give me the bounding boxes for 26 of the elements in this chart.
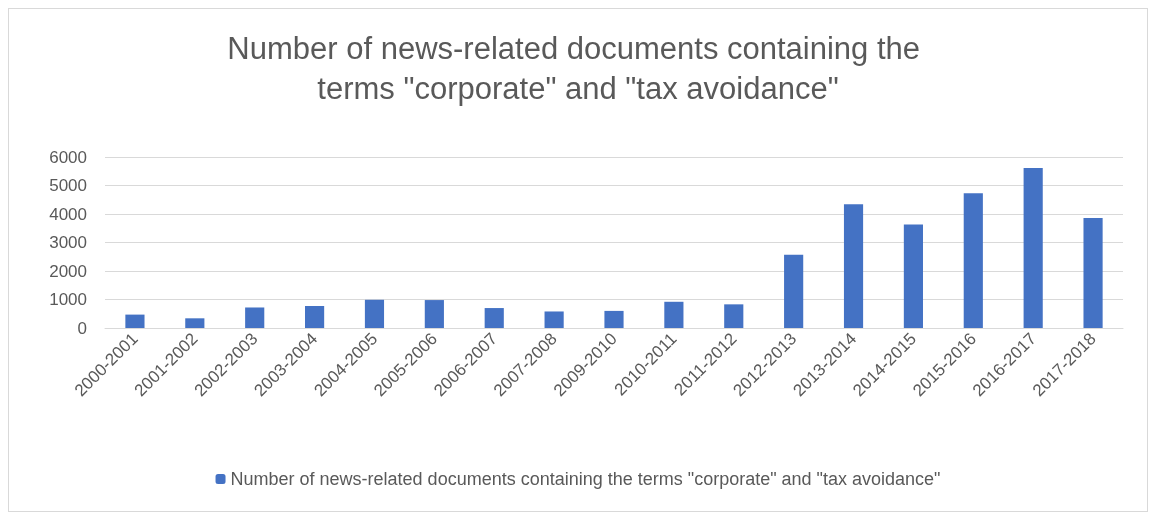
y-tick-label: 3000 xyxy=(49,233,87,252)
bar xyxy=(903,224,923,328)
bar xyxy=(664,301,684,328)
bar xyxy=(963,193,983,328)
bar xyxy=(1083,217,1103,328)
bar xyxy=(424,300,444,328)
bar xyxy=(784,254,804,328)
bar xyxy=(245,307,265,328)
bar xyxy=(125,314,145,328)
bar xyxy=(364,299,385,328)
y-tick-label: 2000 xyxy=(49,261,87,281)
y-tick-label: 4000 xyxy=(49,204,87,224)
bar xyxy=(604,310,624,328)
chart-title: Number of news-related documents containing the terms "corporate" and "tax avoidance" xyxy=(227,30,929,106)
y-tick-label: 1000 xyxy=(49,290,87,309)
bar xyxy=(305,306,325,328)
y-tick-label: 5000 xyxy=(49,176,87,195)
bar xyxy=(544,311,564,328)
bar xyxy=(1023,168,1043,328)
legend-label: Number of news-related documents containing the terms "corporate" and "tax avoidance" xyxy=(230,469,941,489)
bar xyxy=(185,318,205,328)
y-tick-label: 0 xyxy=(77,318,87,338)
bar xyxy=(843,204,864,328)
bar xyxy=(484,308,504,328)
y-tick-label: 6000 xyxy=(49,147,87,167)
bar xyxy=(724,304,744,328)
